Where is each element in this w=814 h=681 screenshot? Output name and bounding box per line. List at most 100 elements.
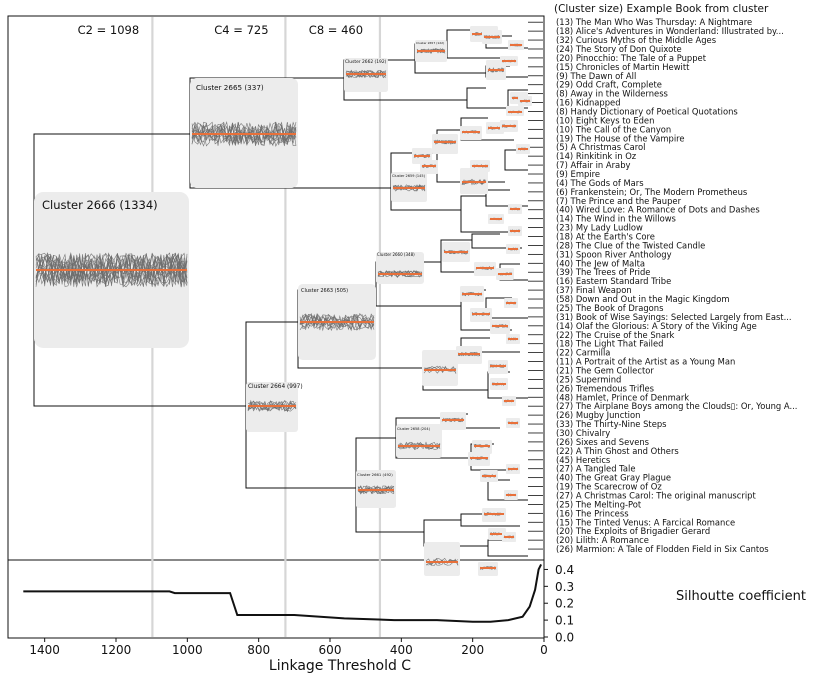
- threshold-label: C2 = 1098: [78, 23, 140, 37]
- leaf-label: (31) Spoon River Anthology: [556, 249, 672, 259]
- cluster-insets: Cluster 2666 (1334) Cluster 2665 (337) Clu…: [34, 26, 532, 576]
- cluster-series: [247, 401, 297, 411]
- cluster-series: [299, 314, 375, 331]
- leaf-label: (8) Handy Dictionary of Poetical Quotati…: [556, 107, 738, 117]
- x-tick-label: 1200: [101, 643, 132, 657]
- leaf-label: (40) The Great Gray Plague: [556, 473, 671, 483]
- leaf-label: (25) The Book of Dragons: [556, 303, 663, 313]
- x-tick-label: 400: [390, 643, 413, 657]
- dendrogram-link: [460, 195, 520, 233]
- cluster-series: [397, 442, 441, 449]
- cluster-series: [35, 253, 188, 287]
- y-tick-label: 0.3: [555, 580, 574, 594]
- leaf-label: (27) A Christmas Carol: The original man…: [556, 490, 756, 500]
- leaf-label: (39) The Trees of Pride: [556, 267, 650, 277]
- cluster-series: [392, 184, 426, 192]
- leaf-label: (14) Olaf the Glorious: A Story of the V…: [556, 321, 757, 331]
- leaf-label: (29) Odd Craft, Complete: [556, 80, 662, 90]
- leaf-label: (25) Supermind: [556, 374, 621, 384]
- cluster-label: Cluster 2661 (492): [357, 472, 393, 477]
- y-tick-label: 0.2: [555, 597, 574, 611]
- leaf-label: (18) Alice's Adventures in Wonderland: I…: [556, 26, 784, 36]
- dendrogram-link: [504, 149, 528, 171]
- leaf-label: (14) Rinkitink in Oz: [556, 151, 637, 161]
- leaf-label: (18) The Light That Failed: [556, 339, 663, 349]
- leaf-label: (28) The Clue of the Twisted Candle: [556, 240, 705, 250]
- cluster-label: Cluster 2662 (192): [345, 59, 387, 65]
- cluster-label: Cluster 2657 (122): [416, 41, 444, 45]
- x-tick-label: 1000: [172, 643, 203, 657]
- leaf-label: (5) A Christmas Carol: [556, 142, 646, 152]
- leaf-label: (11) A Portrait of the Artist as a Young…: [556, 357, 735, 367]
- dendrogram-link: [466, 87, 508, 109]
- silhouette-label: Silhoutte coefficient: [676, 589, 806, 604]
- cluster-box: [396, 424, 442, 458]
- dendrogram-link: [460, 337, 520, 353]
- cluster-series: [357, 485, 395, 495]
- cluster-label: Cluster 2664 (997): [248, 384, 303, 390]
- dendrogram-link: [440, 239, 500, 273]
- y-tick-label: 0.0: [555, 631, 574, 645]
- leaf-label: (45) Heretics: [556, 455, 610, 465]
- leaf-label: (19) The Scarecrow of Oz: [556, 482, 662, 492]
- leaf-label: (9) Empire: [556, 169, 600, 179]
- threshold-label: C8 = 460: [309, 23, 363, 37]
- leaf-label: (31) Book of Wise Sayings: Selected Larg…: [556, 312, 792, 322]
- x-tick-label: 600: [319, 643, 342, 657]
- cluster-series: [191, 121, 297, 146]
- cluster-series: [35, 251, 188, 288]
- leaf-label: (7) Affair in Araby: [556, 160, 631, 170]
- cluster-series: [423, 365, 457, 374]
- leaf-label: (22) The Cruise of the Snark: [556, 330, 675, 340]
- dendrogram-link: [471, 233, 522, 249]
- cluster-label: Cluster 2663 (505): [301, 288, 348, 294]
- leaf-label: (20) The Exploits of Brigadier Gerard: [556, 526, 710, 536]
- leaf-label: (10) The Call of the Canyon: [556, 124, 671, 134]
- leaf-label: (20) Lilith: A Romance: [556, 535, 649, 545]
- silhouette-plot: [23, 563, 542, 623]
- x-tick-label: 800: [247, 643, 270, 657]
- leaf-label: (40) Wired Love: A Romance of Dots and D…: [556, 205, 760, 215]
- leaf-label: (16) Eastern Standard Tribe: [556, 276, 671, 286]
- silhouette-panel: [7, 559, 545, 639]
- cluster-series: [461, 179, 487, 185]
- leaf-label: (7) The Prince and the Pauper: [556, 196, 682, 206]
- cluster-label: Cluster 2660 (348): [377, 252, 415, 257]
- y-tick-label: 0.4: [555, 563, 574, 577]
- cluster-series: [299, 313, 375, 331]
- leaf-label: (58) Down and Out in the Magic Kingdom: [556, 294, 730, 304]
- cluster-label: Cluster 2665 (337): [196, 83, 264, 92]
- x-axis-label: Linkage Threshold C: [269, 658, 411, 674]
- cluster-label: Cluster 2658 (204): [397, 427, 431, 431]
- x-tick-label: 1400: [29, 643, 60, 657]
- leaf-label: (22) A Thin Ghost and Others: [556, 446, 679, 456]
- leaf-label: (20) Pinocchio: The Tale of a Puppet: [556, 53, 707, 63]
- cluster-series: [247, 400, 297, 412]
- leaf-label: (22) Carmilla: [556, 348, 610, 358]
- leaf-header: (Cluster size) Example Book from cluster: [554, 3, 769, 15]
- leaf-label: (16) Kidnapped: [556, 98, 621, 108]
- cluster-series: [191, 122, 297, 147]
- cluster-box: [424, 542, 460, 576]
- leaf-label: (21) The Gem Collector: [556, 365, 654, 375]
- leaf-label: (33) The Thirty-Nine Steps: [556, 419, 667, 429]
- cluster-series: [377, 270, 423, 277]
- leaf-label: (9) The Dawn of All: [556, 71, 636, 81]
- cluster-box: [422, 350, 458, 386]
- x-tick-label: 0: [540, 643, 548, 657]
- leaf-label: (26) Tremendous Trifles: [556, 383, 654, 393]
- leaf-label: (26) Mugby Junction: [556, 410, 640, 420]
- leaf-label: (6) Frankenstein; Or, The Modern Prometh…: [556, 187, 747, 197]
- leaf-label: (4) The Gods of Mars: [556, 178, 644, 188]
- leaf-label: (14) The Wind in the Willows: [556, 214, 676, 224]
- cluster-label: Cluster 2666 (1334): [42, 198, 158, 212]
- leaf-label: (32) Curious Myths of the Middle Ages: [556, 35, 716, 45]
- axes: 1400 1200 1000 800 600 400 200 0 0.0 0.1 0.2 0.3 0.4: [29, 563, 574, 657]
- leaf-label: (26) Marmion: A Tale of Flodden Field in…: [556, 544, 769, 554]
- leaf-label: (19) The House of the Vampire: [556, 133, 685, 143]
- leaf-label: (26) Sixes and Sevens: [556, 437, 649, 447]
- x-tick-label: 200: [461, 643, 484, 657]
- threshold-label: C4 = 725: [214, 23, 268, 37]
- leaf-label: (25) The Melting-Pot: [556, 499, 642, 509]
